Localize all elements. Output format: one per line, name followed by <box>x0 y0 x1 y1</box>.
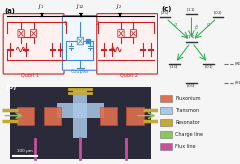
Text: $|01\rangle$: $|01\rangle$ <box>204 64 214 71</box>
Text: $J_{12}$: $J_{12}$ <box>76 2 84 11</box>
Text: $J_2$: $J_2$ <box>116 2 122 11</box>
FancyBboxPatch shape <box>160 119 172 126</box>
Text: $|02\rangle$: $|02\rangle$ <box>213 10 223 17</box>
FancyBboxPatch shape <box>77 37 84 45</box>
Text: Qubit 2: Qubit 2 <box>120 73 138 78</box>
FancyBboxPatch shape <box>130 30 137 37</box>
Text: $\alpha$: $\alpha$ <box>173 21 178 28</box>
FancyBboxPatch shape <box>3 14 64 74</box>
Text: Flux line: Flux line <box>175 144 196 149</box>
Text: 100 μm: 100 μm <box>17 149 33 153</box>
Text: Coupler: Coupler <box>71 69 90 74</box>
Text: Transmon: Transmon <box>175 108 199 113</box>
Text: $|20\rangle$: $|20\rangle$ <box>160 10 170 17</box>
FancyBboxPatch shape <box>160 143 172 150</box>
Text: $|R0\rangle$: $|R0\rangle$ <box>234 61 240 68</box>
FancyBboxPatch shape <box>118 30 124 37</box>
Text: $|R1\rangle$: $|R1\rangle$ <box>234 80 240 87</box>
FancyBboxPatch shape <box>100 107 117 125</box>
FancyBboxPatch shape <box>97 14 158 74</box>
Text: $|11\rangle$: $|11\rangle$ <box>186 34 196 41</box>
Text: $\beta$: $\beta$ <box>194 23 199 32</box>
Text: $J_1$: $J_1$ <box>38 2 44 11</box>
Text: Fluxonium: Fluxonium <box>175 96 201 101</box>
Text: (c): (c) <box>161 6 171 12</box>
FancyBboxPatch shape <box>160 95 172 102</box>
Text: 1: 1 <box>63 21 66 26</box>
FancyBboxPatch shape <box>18 30 24 37</box>
FancyBboxPatch shape <box>17 107 34 125</box>
FancyBboxPatch shape <box>160 107 172 114</box>
FancyBboxPatch shape <box>44 107 61 125</box>
FancyBboxPatch shape <box>30 30 37 37</box>
FancyBboxPatch shape <box>62 16 98 70</box>
Text: $|00\rangle$: $|00\rangle$ <box>186 83 196 90</box>
Text: 2: 2 <box>96 21 99 26</box>
FancyBboxPatch shape <box>160 131 172 138</box>
Text: $|10\rangle$: $|10\rangle$ <box>169 64 179 71</box>
Text: (b): (b) <box>6 84 17 90</box>
Text: (a): (a) <box>5 8 16 14</box>
FancyBboxPatch shape <box>73 89 87 138</box>
FancyBboxPatch shape <box>57 103 104 118</box>
Text: Resonator: Resonator <box>175 120 200 125</box>
Text: Charge line: Charge line <box>175 132 203 137</box>
Text: $\alpha$: $\alpha$ <box>206 21 211 28</box>
Text: Qubit 1: Qubit 1 <box>22 73 39 78</box>
FancyBboxPatch shape <box>10 87 151 159</box>
Text: $|11\rangle$: $|11\rangle$ <box>186 7 196 14</box>
FancyBboxPatch shape <box>126 107 144 125</box>
